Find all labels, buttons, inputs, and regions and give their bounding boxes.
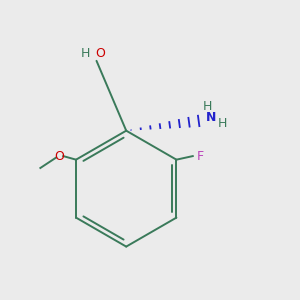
Text: H: H <box>218 117 227 130</box>
Text: O: O <box>55 150 64 163</box>
Text: N: N <box>206 111 216 124</box>
Text: O: O <box>95 47 105 60</box>
Text: H: H <box>203 100 212 112</box>
Text: F: F <box>197 150 204 163</box>
Text: H: H <box>81 47 91 60</box>
